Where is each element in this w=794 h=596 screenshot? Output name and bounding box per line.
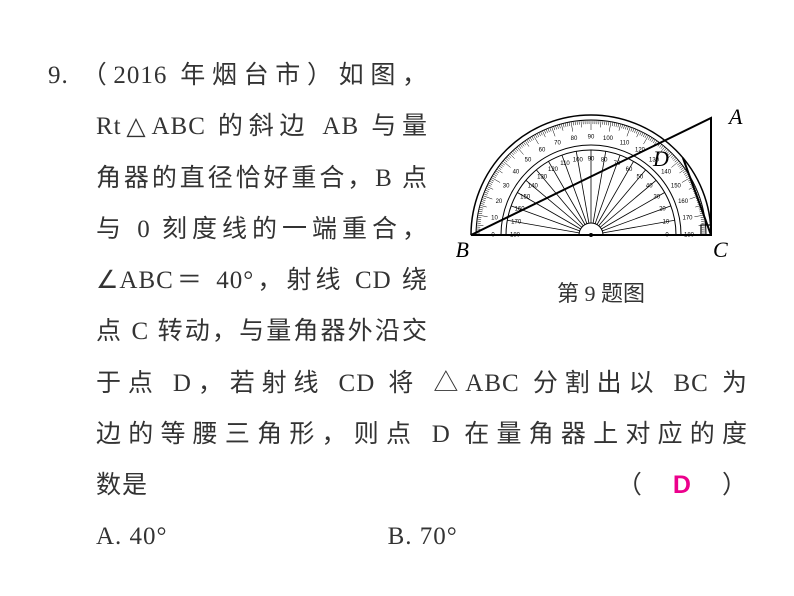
line-6: 点 C 转动，与量角器外沿交 (48, 306, 428, 357)
svg-text:170: 170 (511, 219, 522, 225)
options-row: A. 40° B. 70° (48, 511, 748, 562)
line-1: 9. （2016 年烟台市）如图， (48, 50, 428, 101)
svg-text:80: 80 (571, 136, 578, 142)
svg-text:50: 50 (525, 158, 532, 164)
figure-svg: 0180101702016030150401405013060120701108… (456, 40, 746, 265)
option-b: B. 70° (388, 511, 458, 562)
svg-text:90: 90 (588, 135, 595, 141)
line-5: ∠ABC＝ 40°，射线 CD 绕 (48, 255, 428, 306)
svg-text:170: 170 (683, 216, 694, 222)
svg-text:A: A (727, 104, 743, 129)
answer-line: 数是 （ D ） (48, 460, 748, 511)
svg-text:60: 60 (539, 148, 546, 154)
svg-text:160: 160 (678, 199, 689, 205)
svg-text:140: 140 (528, 184, 539, 190)
figure: 0180101702016030150401405013060120701108… (456, 40, 746, 308)
svg-text:C: C (713, 237, 728, 262)
figure-caption: 第 9 题图 (456, 276, 746, 308)
svg-text:110: 110 (620, 140, 630, 146)
answer-letter: D (669, 471, 696, 499)
svg-text:10: 10 (663, 219, 670, 225)
svg-text:10: 10 (491, 216, 498, 222)
line-4: 与 0 刻度线的一端重合， (48, 204, 428, 255)
svg-text:130: 130 (537, 174, 548, 180)
question-number: 9. (48, 62, 69, 89)
svg-text:150: 150 (520, 195, 531, 201)
line-8: 边的等腰三角形，则点 D 在量角器上对应的度 (48, 409, 748, 460)
svg-text:50: 50 (637, 174, 644, 180)
answer-paren: （ D ） (617, 460, 748, 511)
svg-text:20: 20 (496, 199, 503, 205)
svg-text:110: 110 (560, 161, 570, 167)
svg-text:90: 90 (588, 157, 595, 163)
svg-text:150: 150 (671, 184, 682, 190)
svg-text:70: 70 (554, 140, 561, 146)
svg-text:20: 20 (659, 207, 666, 213)
svg-text:100: 100 (573, 158, 584, 164)
svg-text:80: 80 (601, 158, 608, 164)
svg-text:40: 40 (646, 184, 653, 190)
line-2: Rt△ABC 的斜边 AB 与量 (48, 101, 428, 152)
svg-text:B: B (456, 237, 469, 262)
svg-text:120: 120 (548, 167, 559, 173)
source-text: （2016 年烟台市）如图， (82, 62, 428, 89)
svg-text:60: 60 (626, 167, 633, 173)
svg-text:100: 100 (603, 136, 614, 142)
svg-text:D: D (652, 146, 669, 171)
line-3: 角器的直径恰好重合，B 点 (48, 153, 428, 204)
line-7: 于点 D，若射线 CD 将 △ABC 分割出以 BC 为 (48, 358, 748, 409)
svg-text:30: 30 (503, 184, 510, 190)
svg-text:40: 40 (513, 170, 520, 176)
option-a: A. 40° (96, 511, 168, 562)
svg-text:30: 30 (653, 195, 660, 201)
last-line-text: 数是 (96, 472, 148, 499)
